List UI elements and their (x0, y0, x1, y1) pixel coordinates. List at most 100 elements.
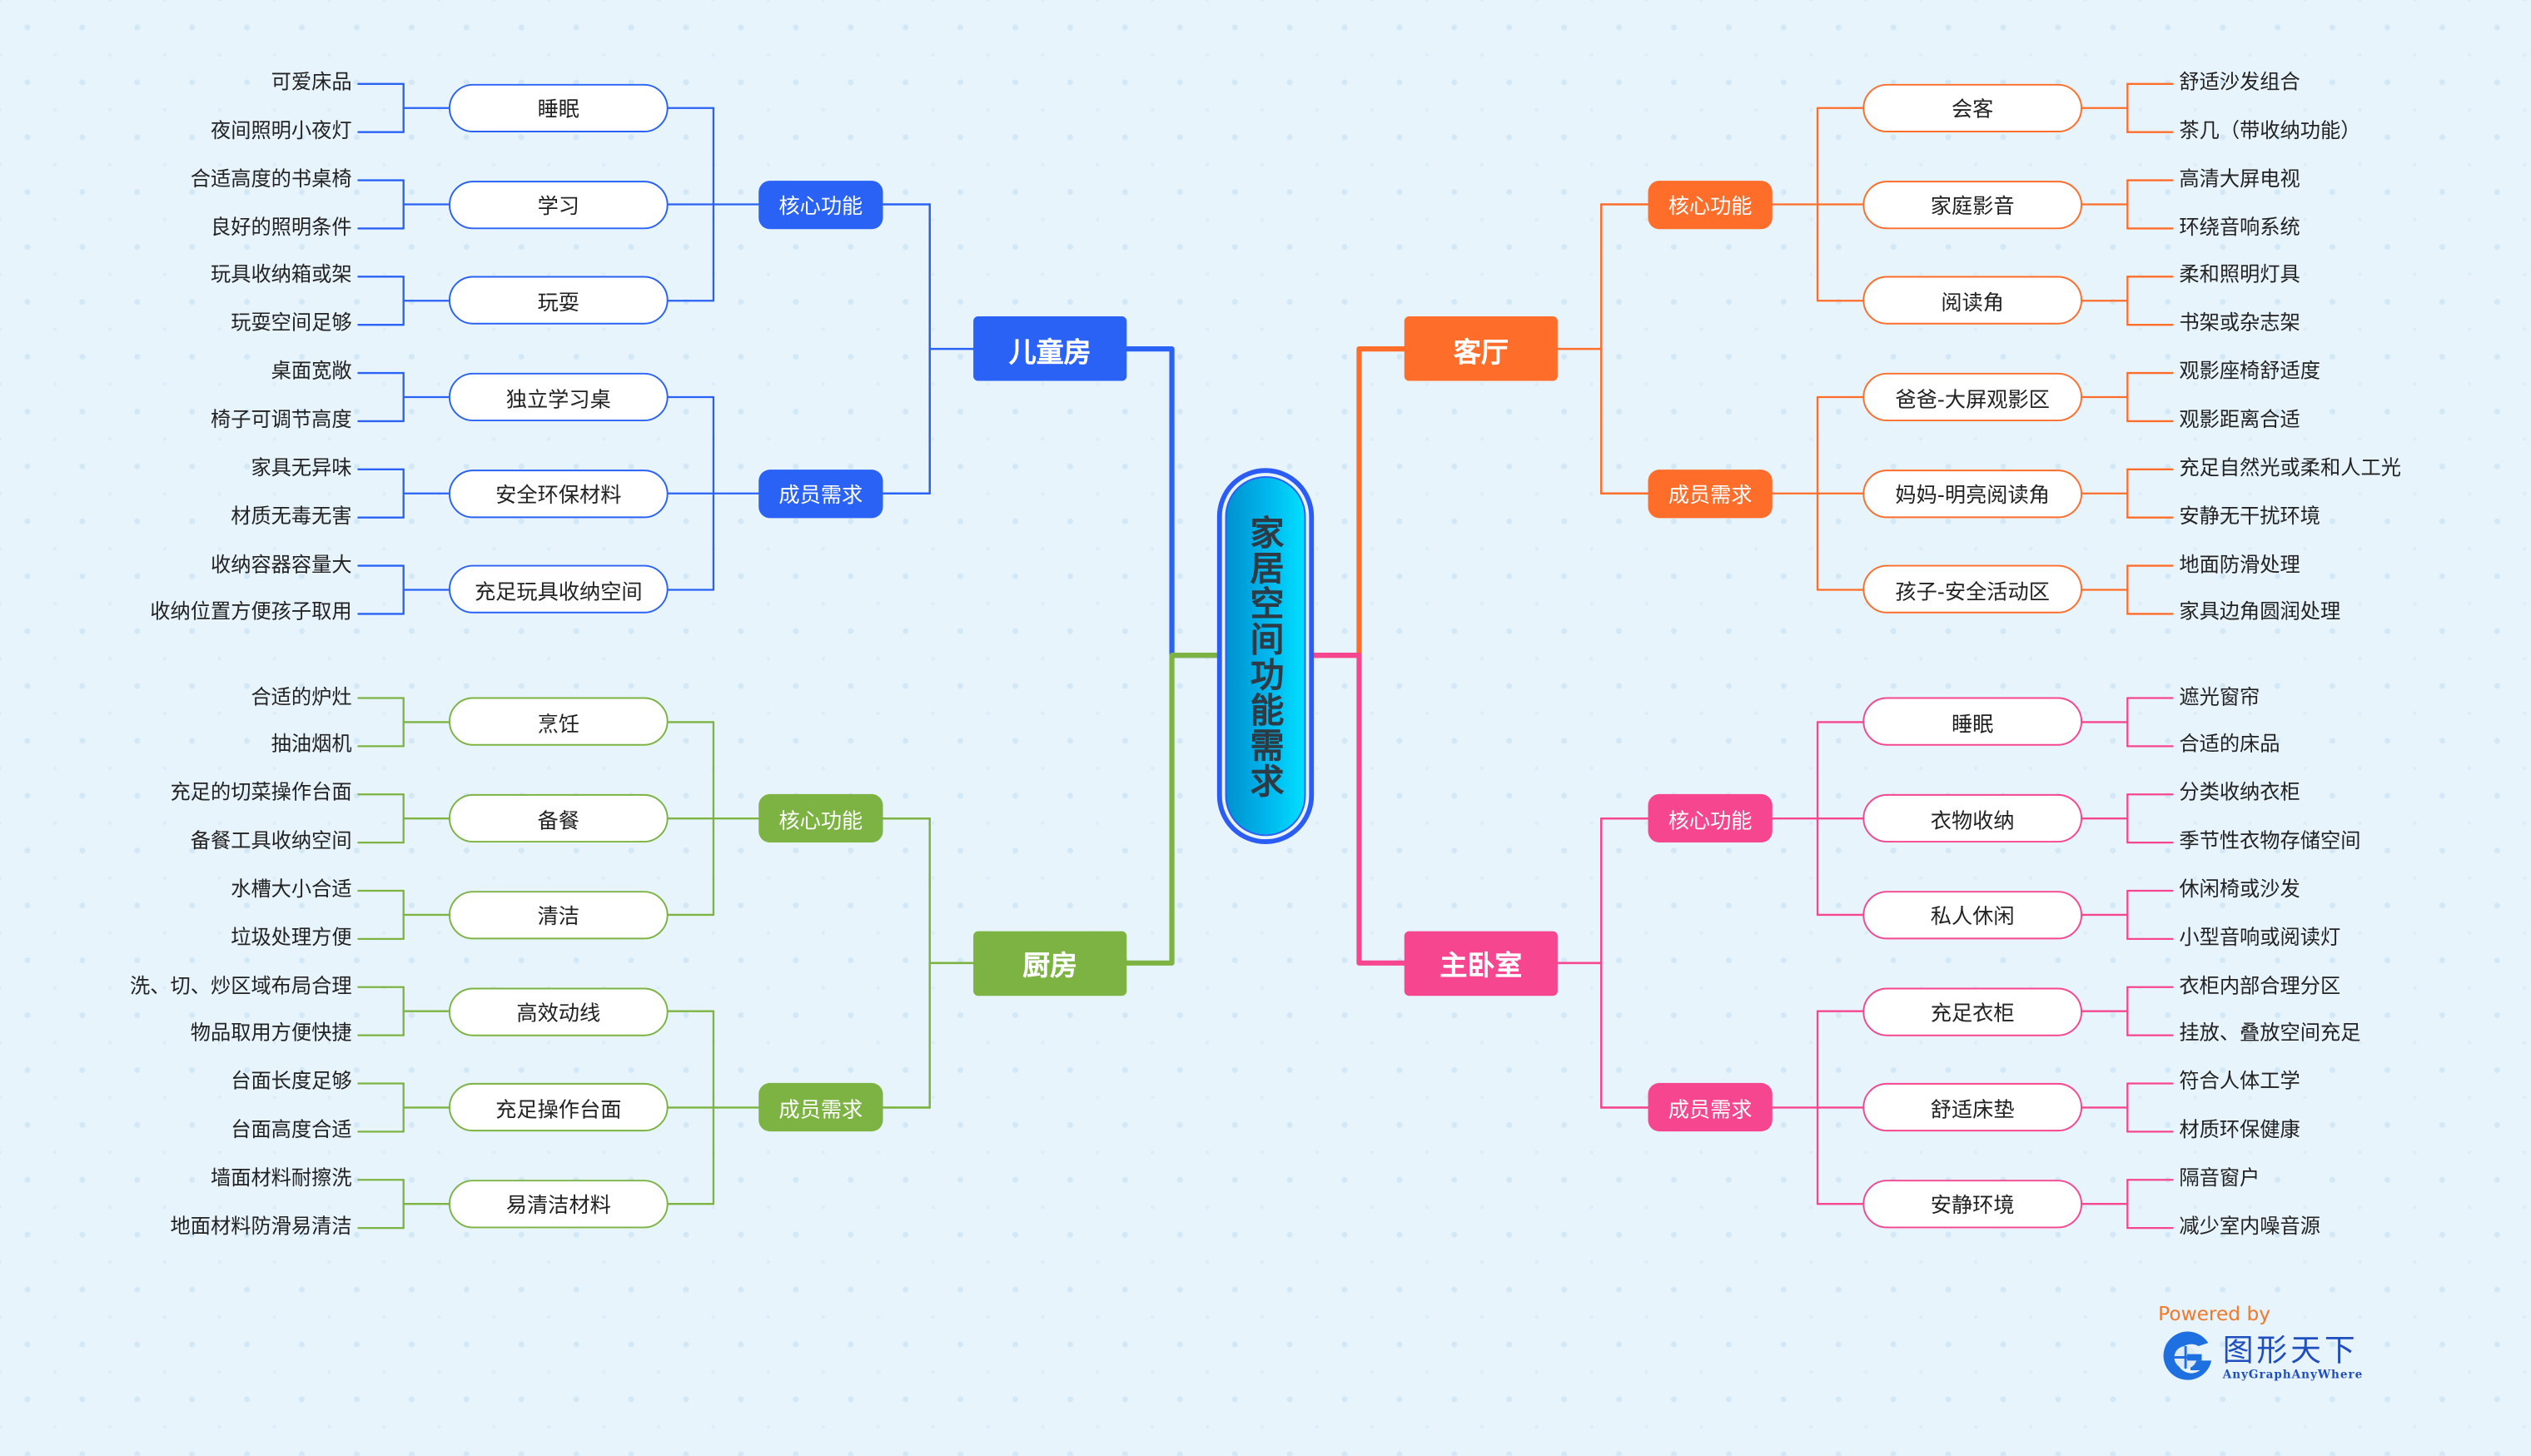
leaf-topic[interactable]: 家具无异味 (251, 455, 352, 480)
leaf-topic[interactable]: 材质无毒无害 (231, 503, 352, 528)
leaf-topic[interactable]: 地面防滑处理 (2179, 551, 2300, 576)
leaf-topic[interactable]: 符合人体工学 (2179, 1069, 2300, 1094)
leaf-topic[interactable]: 桌面宽敞 (271, 358, 352, 383)
brand-name: 图形天下 (2222, 1332, 2359, 1369)
leaf-topic[interactable]: 家具边角圆润处理 (2179, 599, 2341, 624)
leaf-topic[interactable]: 良好的照明条件 (210, 213, 352, 239)
branch-1[interactable]: 客厅 (1404, 316, 1558, 381)
topic-node-label: 学习 (537, 195, 580, 220)
topic-node[interactable]: 私人休闲 (1862, 890, 2083, 940)
leaf-topic[interactable]: 洗、切、炒区域布局合理 (130, 972, 352, 997)
leaf-topic[interactable]: 合适的炉灶 (251, 683, 352, 708)
topic-node[interactable]: 衣物收纳 (1862, 794, 2083, 843)
topic-node[interactable]: 高效动线 (448, 986, 669, 1036)
leaf-topic[interactable]: 台面长度足够 (231, 1069, 352, 1094)
powered-by-badge: Powered by 图形天下 AnyGraphAnyWhere (2158, 1303, 2363, 1387)
branch-3[interactable]: 主卧室 (1404, 931, 1558, 996)
leaf-topic[interactable]: 玩耍空间足够 (231, 310, 352, 335)
group-node[interactable]: 核心功能 (1648, 794, 1773, 843)
leaf-topic[interactable]: 夜间照明小夜灯 (210, 117, 352, 142)
leaf-topic[interactable]: 充足自然光或柔和人工光 (2179, 455, 2401, 480)
leaf-topic[interactable]: 墙面材料耐擦洗 (210, 1165, 352, 1190)
topic-node[interactable]: 学习 (448, 180, 669, 229)
group-node[interactable]: 成员需求 (1648, 1083, 1773, 1132)
leaf-topic[interactable]: 收纳容器容量大 (210, 551, 352, 576)
topic-node[interactable]: 烹饪 (448, 698, 669, 747)
leaf-topic[interactable]: 椅子可调节高度 (210, 406, 352, 431)
topic-node[interactable]: 孩子-安全活动区 (1862, 565, 2083, 614)
topic-node[interactable]: 爸爸-大屏观影区 (1862, 372, 2083, 422)
leaf-topic[interactable]: 观影座椅舒适度 (2179, 358, 2321, 383)
leaf-topic[interactable]: 水槽大小合适 (231, 876, 352, 901)
group-node[interactable]: 成员需求 (1648, 469, 1773, 518)
topic-node-label: 清洁 (537, 906, 580, 931)
topic-node-label: 高效动线 (516, 1002, 601, 1027)
topic-node[interactable]: 安静环境 (1862, 1180, 2083, 1229)
central-topic[interactable]: 家居空间功能需求 (1216, 468, 1315, 844)
topic-node[interactable]: 妈妈-明亮阅读角 (1862, 469, 2083, 518)
topic-node-label: 私人休闲 (1930, 906, 2015, 931)
leaf-topic[interactable]: 材质环保健康 (2179, 1116, 2300, 1141)
leaf-topic[interactable]: 分类收纳衣柜 (2179, 779, 2300, 804)
leaf-topic[interactable]: 休闲椅或沙发 (2179, 876, 2300, 901)
branch-2[interactable]: 厨房 (973, 931, 1127, 996)
topic-node-label: 妈妈-明亮阅读角 (1895, 485, 2050, 509)
leaf-topic[interactable]: 柔和照明灯具 (2179, 261, 2300, 286)
leaf-topic[interactable]: 季节性衣物存储空间 (2179, 827, 2361, 852)
topic-node[interactable]: 阅读角 (1862, 276, 2083, 325)
group-node-label: 成员需求 (1668, 485, 1753, 509)
leaf-topic[interactable]: 减少室内噪音源 (2179, 1213, 2321, 1238)
group-node[interactable]: 核心功能 (758, 180, 883, 229)
group-node-label: 核心功能 (1668, 809, 1753, 834)
group-node[interactable]: 核心功能 (758, 794, 883, 843)
leaf-topic[interactable]: 隔音窗户 (2179, 1165, 2260, 1190)
leaf-topic[interactable]: 收纳位置方便孩子取用 (150, 599, 352, 624)
leaf-topic[interactable]: 观影距离合适 (2179, 406, 2300, 431)
topic-node[interactable]: 安全环保材料 (448, 469, 669, 518)
leaf-topic[interactable]: 茶几（带收纳功能） (2179, 117, 2361, 142)
group-node[interactable]: 核心功能 (1648, 180, 1773, 229)
leaf-topic[interactable]: 地面材料防滑易清洁 (170, 1213, 352, 1238)
topic-node-label: 易清洁材料 (505, 1195, 611, 1220)
topic-node[interactable]: 充足操作台面 (448, 1083, 669, 1132)
leaf-topic[interactable]: 物品取用方便快捷 (190, 1021, 352, 1046)
leaf-topic[interactable]: 挂放、叠放空间充足 (2179, 1021, 2361, 1046)
group-node[interactable]: 成员需求 (758, 469, 883, 518)
leaf-topic[interactable]: 充足的切菜操作台面 (170, 779, 352, 804)
topic-node[interactable]: 充足玩具收纳空间 (448, 565, 669, 614)
topic-node[interactable]: 睡眠 (448, 83, 669, 132)
group-node-label: 成员需求 (778, 1098, 863, 1123)
topic-node[interactable]: 备餐 (448, 794, 669, 843)
leaf-topic[interactable]: 衣柜内部合理分区 (2179, 972, 2341, 997)
trunk-connector (1306, 653, 1407, 966)
topic-node[interactable]: 易清洁材料 (448, 1180, 669, 1229)
topic-node[interactable]: 充足衣柜 (1862, 986, 2083, 1036)
topic-node[interactable]: 清洁 (448, 890, 669, 940)
leaf-topic[interactable]: 玩具收纳箱或架 (210, 261, 352, 286)
topic-node[interactable]: 玩耍 (448, 276, 669, 325)
leaf-topic[interactable]: 书架或杂志架 (2179, 310, 2300, 335)
topic-node-label: 孩子-安全活动区 (1895, 580, 2050, 605)
group-node[interactable]: 成员需求 (758, 1083, 883, 1132)
topic-node[interactable]: 会客 (1862, 83, 2083, 132)
leaf-topic[interactable]: 合适高度的书桌椅 (190, 166, 352, 191)
leaf-topic[interactable]: 抽油烟机 (271, 731, 352, 757)
leaf-topic[interactable]: 小型音响或阅读灯 (2179, 924, 2341, 949)
leaf-topic[interactable]: 高清大屏电视 (2179, 166, 2300, 191)
leaf-topic[interactable]: 备餐工具收纳空间 (190, 827, 352, 852)
topic-node[interactable]: 独立学习桌 (448, 372, 669, 422)
topic-node[interactable]: 舒适床垫 (1862, 1083, 2083, 1132)
leaf-topic[interactable]: 环绕音响系统 (2179, 213, 2300, 239)
topic-node[interactable]: 家庭影音 (1862, 180, 2083, 229)
leaf-topic[interactable]: 舒适沙发组合 (2179, 69, 2300, 94)
leaf-topic[interactable]: 台面高度合适 (231, 1116, 352, 1141)
leaf-topic[interactable]: 可爱床品 (271, 69, 352, 94)
branch-0[interactable]: 儿童房 (973, 316, 1127, 381)
leaf-topic[interactable]: 安静无干扰环境 (2179, 503, 2321, 528)
leaf-topic[interactable]: 遮光窗帘 (2179, 683, 2260, 708)
leaf-topic[interactable]: 合适的床品 (2179, 731, 2280, 757)
topic-node-label: 睡眠 (1951, 713, 1994, 738)
leaf-topic[interactable]: 垃圾处理方便 (231, 924, 352, 949)
topic-node[interactable]: 睡眠 (1862, 698, 2083, 747)
